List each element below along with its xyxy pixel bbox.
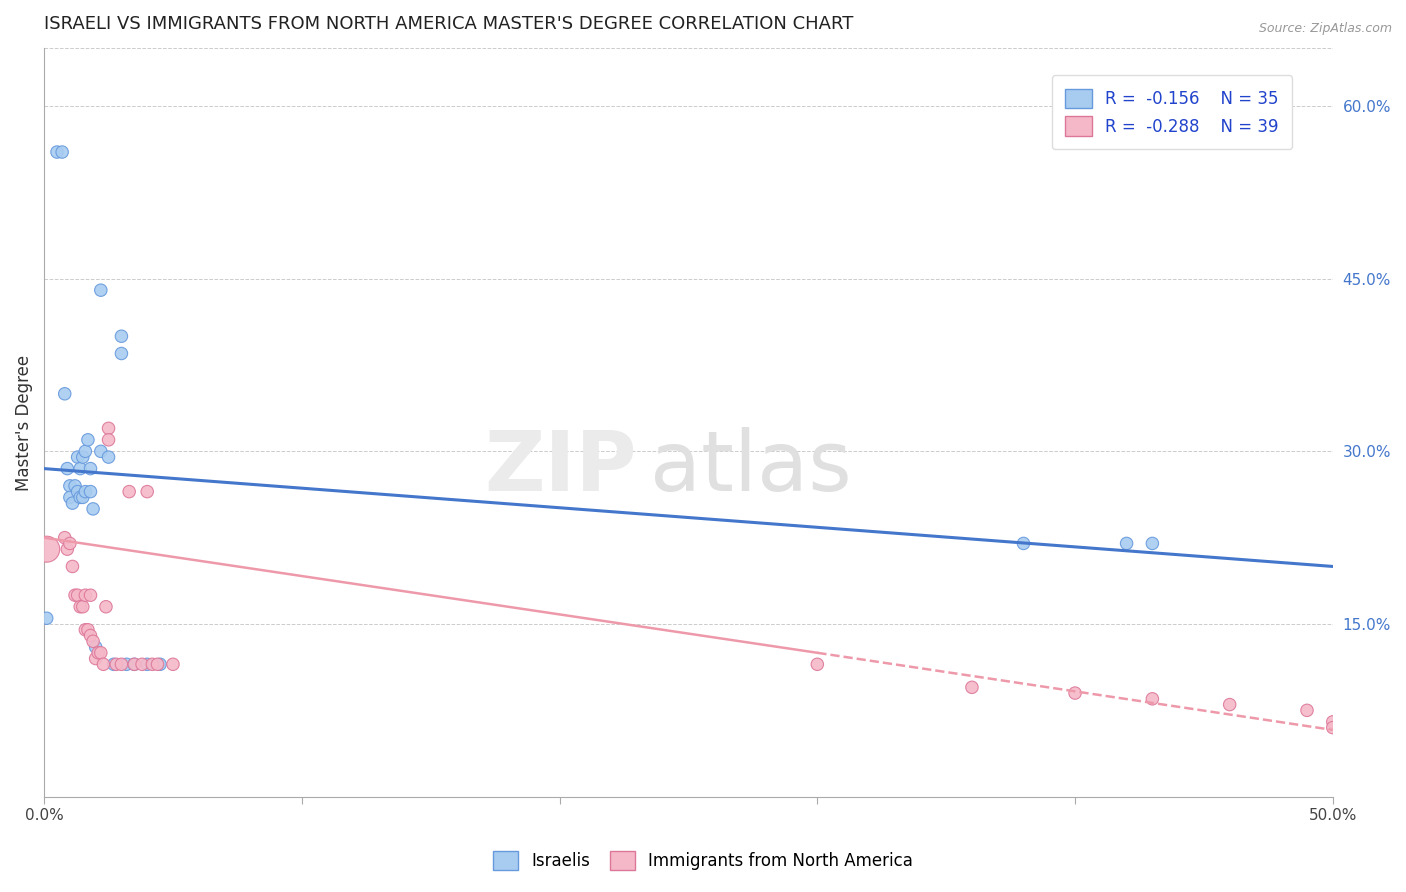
- Point: [1142, 691, 1164, 706]
- Point: [118, 484, 141, 499]
- Point: [90, 646, 112, 660]
- Point: [97, 433, 120, 447]
- Point: [1064, 686, 1087, 700]
- Point: [35, 542, 58, 557]
- Legend: R =  -0.156    N = 35, R =  -0.288    N = 39: R = -0.156 N = 35, R = -0.288 N = 39: [1052, 76, 1292, 149]
- Point: [63, 479, 86, 493]
- Point: [149, 657, 172, 672]
- Point: [84, 651, 107, 665]
- Point: [110, 329, 132, 343]
- Point: [806, 657, 828, 672]
- Point: [115, 657, 138, 672]
- Point: [97, 450, 120, 464]
- Point: [66, 450, 89, 464]
- Point: [79, 461, 101, 475]
- Point: [87, 646, 110, 660]
- Point: [90, 444, 112, 458]
- Point: [69, 491, 91, 505]
- Y-axis label: Master's Degree: Master's Degree: [15, 354, 32, 491]
- Point: [51, 145, 73, 159]
- Point: [1322, 714, 1344, 729]
- Point: [79, 628, 101, 642]
- Point: [1142, 536, 1164, 550]
- Point: [62, 496, 84, 510]
- Point: [103, 657, 125, 672]
- Point: [69, 599, 91, 614]
- Point: [84, 640, 107, 654]
- Text: ZIP: ZIP: [485, 427, 637, 508]
- Point: [56, 542, 79, 557]
- Point: [162, 657, 184, 672]
- Point: [66, 484, 89, 499]
- Point: [97, 421, 120, 435]
- Point: [77, 433, 100, 447]
- Point: [69, 461, 91, 475]
- Point: [82, 634, 104, 648]
- Legend: Israelis, Immigrants from North America: Israelis, Immigrants from North America: [486, 844, 920, 877]
- Point: [56, 461, 79, 475]
- Point: [75, 623, 97, 637]
- Point: [94, 599, 117, 614]
- Text: Source: ZipAtlas.com: Source: ZipAtlas.com: [1258, 22, 1392, 36]
- Point: [136, 657, 159, 672]
- Point: [93, 657, 115, 672]
- Point: [79, 484, 101, 499]
- Point: [59, 536, 82, 550]
- Point: [110, 346, 132, 360]
- Point: [72, 599, 94, 614]
- Point: [62, 559, 84, 574]
- Point: [1115, 536, 1137, 550]
- Point: [960, 681, 983, 695]
- Point: [75, 444, 97, 458]
- Point: [77, 623, 100, 637]
- Point: [46, 145, 69, 159]
- Point: [59, 491, 82, 505]
- Point: [53, 386, 76, 401]
- Point: [79, 588, 101, 602]
- Point: [105, 657, 128, 672]
- Point: [59, 479, 82, 493]
- Point: [136, 484, 159, 499]
- Point: [72, 491, 94, 505]
- Point: [146, 657, 169, 672]
- Point: [1219, 698, 1241, 712]
- Point: [110, 657, 132, 672]
- Point: [124, 657, 146, 672]
- Point: [141, 657, 163, 672]
- Point: [75, 588, 97, 602]
- Point: [131, 657, 153, 672]
- Point: [75, 484, 97, 499]
- Text: atlas: atlas: [650, 427, 852, 508]
- Point: [35, 611, 58, 625]
- Point: [90, 283, 112, 297]
- Point: [1012, 536, 1035, 550]
- Point: [63, 588, 86, 602]
- Point: [53, 531, 76, 545]
- Point: [66, 588, 89, 602]
- Point: [1296, 703, 1319, 717]
- Point: [82, 502, 104, 516]
- Point: [124, 657, 146, 672]
- Point: [1322, 721, 1344, 735]
- Text: ISRAELI VS IMMIGRANTS FROM NORTH AMERICA MASTER'S DEGREE CORRELATION CHART: ISRAELI VS IMMIGRANTS FROM NORTH AMERICA…: [44, 15, 853, 33]
- Point: [72, 450, 94, 464]
